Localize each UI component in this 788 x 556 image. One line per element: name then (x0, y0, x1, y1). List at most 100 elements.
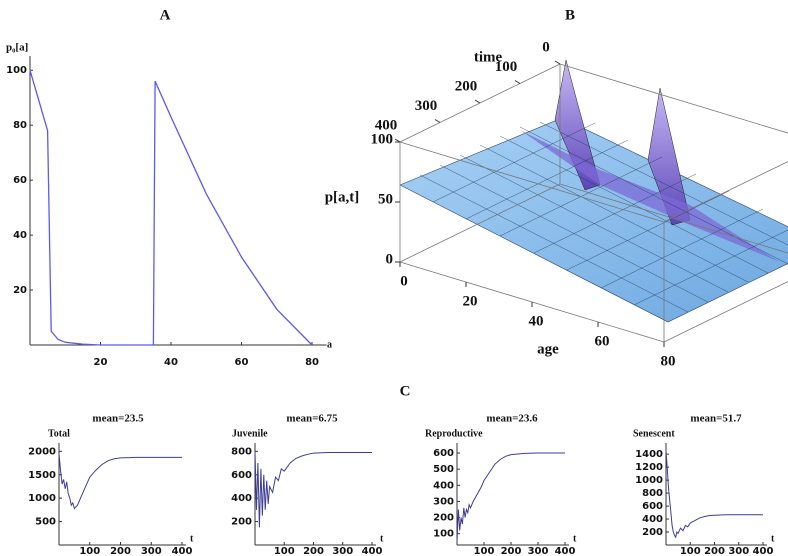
y-tick-label: 60 (13, 175, 27, 186)
panel-label: B (565, 7, 575, 23)
x-tick-label: 400 (753, 546, 774, 556)
z-tick-label: 50 (378, 191, 393, 207)
x-tick-label: 300 (728, 546, 749, 556)
x-tick-label: 400 (555, 546, 576, 556)
chart-title: mean=51.7 (690, 413, 742, 425)
y-tick-label: 100 (433, 529, 454, 540)
y-tick (554, 60, 561, 65)
x-tick-label: 60 (235, 357, 249, 368)
chart-title: mean=23.5 (92, 413, 144, 425)
x-tick-label: 100 (680, 546, 701, 556)
y-tick-label: 200 (642, 527, 663, 538)
x-axis-label: a (327, 339, 332, 350)
x-axis-label: t (190, 533, 194, 544)
y-tick-label: 800 (231, 446, 252, 457)
y-tick-label: 100 (6, 65, 27, 76)
x-tick-label: 300 (528, 546, 549, 556)
y-tick-label: 400 (231, 493, 252, 504)
chart-title: mean=6.75 (286, 413, 338, 425)
x-tick-label: 200 (110, 546, 131, 556)
box-edge (663, 281, 788, 343)
x-tick-label: 300 (332, 546, 353, 556)
x-tick-label: 100 (474, 546, 495, 556)
surface-mesh (419, 121, 788, 313)
box-edge (559, 183, 788, 254)
y-tick-label: 400 (433, 480, 454, 491)
y-tick-label: 1400 (635, 449, 663, 460)
y-tick (474, 99, 481, 104)
y-tick (514, 80, 521, 84)
y-axis-label: Juvenile (232, 428, 268, 439)
box-edge (399, 141, 665, 223)
y-tick-label: 300 (433, 496, 454, 507)
line (456, 452, 565, 542)
y-axis-label: Reproductive (425, 428, 483, 439)
y-tick-label: 600 (642, 501, 663, 512)
surface-box (394, 60, 788, 347)
x-axis-label: t (573, 533, 577, 544)
y-tick-label: 20 (13, 285, 27, 296)
y-tick-label: 500 (433, 464, 454, 475)
y-axis-label: Senescent (633, 428, 675, 439)
z-tick-label: 0 (386, 251, 394, 267)
x-axis-label: t (380, 533, 384, 544)
y-tick-label: 200 (455, 78, 478, 94)
y-tick-label: 1500 (28, 470, 56, 481)
line (665, 450, 763, 539)
chart-title: mean=23.6 (486, 413, 538, 425)
z-tick-label: 100 (371, 131, 394, 147)
x-tick-label: 80 (661, 353, 676, 369)
y-tick (434, 119, 441, 123)
y-tick-label: 0 (542, 39, 550, 55)
line (58, 453, 182, 510)
x-axis-label: t (771, 533, 775, 544)
x-tick-label: 40 (164, 357, 178, 368)
box-edge (663, 161, 788, 223)
y-tick-label: 300 (415, 98, 438, 114)
y-tick-label: 400 (642, 514, 663, 525)
y-tick-label: 100 (495, 59, 518, 75)
x-tick-label: 400 (172, 546, 193, 556)
x-tick-label: 100 (79, 546, 100, 556)
box-edge (399, 183, 561, 263)
x-tick-label: 0 (400, 273, 408, 289)
y-tick-label: 1000 (28, 493, 56, 504)
panel-label: A (160, 7, 171, 23)
x-tick-label: 20 (463, 293, 478, 309)
y-tick-label: 400 (375, 117, 398, 133)
y-tick-label: 40 (13, 230, 27, 241)
y-tick-label: 1200 (635, 462, 663, 473)
y-tick-label: 200 (433, 513, 454, 524)
x-tick-label: 300 (141, 546, 162, 556)
line (29, 70, 313, 346)
y-tick-label: 800 (642, 488, 663, 499)
y-axis-label: Total (48, 428, 70, 439)
y-axis-label: time (474, 49, 503, 65)
x-tick-label: 80 (305, 357, 319, 368)
x-tick-label: 200 (303, 546, 324, 556)
y-tick-label: 1000 (635, 475, 663, 486)
y-tick-label: 500 (35, 517, 56, 528)
x-tick-label: 60 (595, 333, 610, 349)
y-tick-label: 200 (231, 517, 252, 528)
y-tick-label: 600 (433, 448, 454, 459)
x-tick-label: 100 (274, 546, 295, 556)
box-edge (559, 63, 788, 134)
surface-peak (554, 59, 601, 191)
x-tick-label: 40 (529, 313, 544, 329)
x-tick-label: 200 (501, 546, 522, 556)
x-axis-label: age (537, 341, 559, 357)
y-tick-label: 600 (231, 470, 252, 481)
surface-sheet (399, 117, 788, 323)
y-tick-label: 2000 (28, 446, 56, 457)
surface-drawing (399, 59, 788, 323)
z-axis-label: p[a,t] (325, 189, 360, 205)
group-label: C (400, 383, 411, 399)
y-axis-label: p₀[a] (6, 42, 28, 54)
y-tick-label: 80 (13, 120, 27, 131)
x-tick-label: 20 (94, 357, 108, 368)
x-tick-label: 200 (704, 546, 725, 556)
surface-ridge (520, 130, 780, 262)
